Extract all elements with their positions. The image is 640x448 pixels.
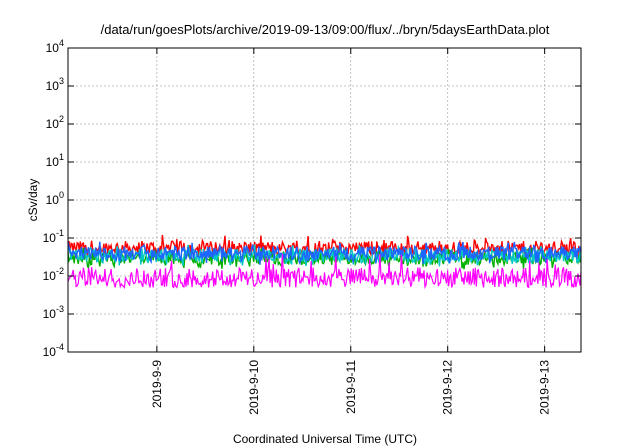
x-tick-label: 2019-9-11 [344,360,358,414]
y-tick-base: 10 [46,79,60,93]
y-tick-label: 10-3 [43,304,64,321]
y-tick-base: 10 [43,269,57,283]
y-tick-base: 10 [46,41,60,55]
y-tick-exponent: 0 [59,190,64,200]
series-line [67,253,582,290]
x-tick-label: 2019-9-10 [247,360,261,415]
y-tick-exponent: 4 [59,38,64,48]
y-axis-label: cSv/day [26,179,40,222]
y-tick-base: 10 [46,193,60,207]
y-tick-base: 10 [43,307,57,321]
x-axis-label: Coordinated Universal Time (UTC) [233,432,417,446]
series-layer [67,235,582,290]
y-tick-label: 10-2 [43,266,64,283]
y-tick-label: 104 [46,38,64,55]
y-tick-exponent: -1 [56,228,64,238]
y-tick-base: 10 [46,117,60,131]
y-tick-exponent: -3 [56,304,64,314]
y-tick-base: 10 [46,155,60,169]
x-tick-label: 2019-9-9 [150,360,164,408]
y-tick-label: 102 [46,114,64,131]
y-tick-label: 100 [46,190,64,207]
y-tick-exponent: 2 [59,114,64,124]
y-tick-exponent: 1 [59,152,64,162]
y-tick-base: 10 [43,345,57,359]
y-tick-label: 10-1 [43,228,64,245]
grid [68,48,581,352]
series-line [67,241,582,266]
y-tick-label: 103 [46,76,64,93]
y-tick-label: 101 [46,152,64,169]
y-tick-exponent: -4 [56,342,64,352]
y-tick-exponent: 3 [59,76,64,86]
y-tick-label: 10-4 [43,342,64,359]
x-tick-label: 2019-9-13 [538,360,552,415]
chart-title: /data/run/goesPlots/archive/2019-09-13/0… [101,22,550,37]
x-axis: 2019-9-9 2019-9-10 2019-9-11 2019-9-12 2019-… [150,48,552,415]
x-tick-label: 2019-9-12 [441,360,455,415]
y-tick-exponent: -2 [56,266,64,276]
y-tick-base: 10 [43,231,57,245]
